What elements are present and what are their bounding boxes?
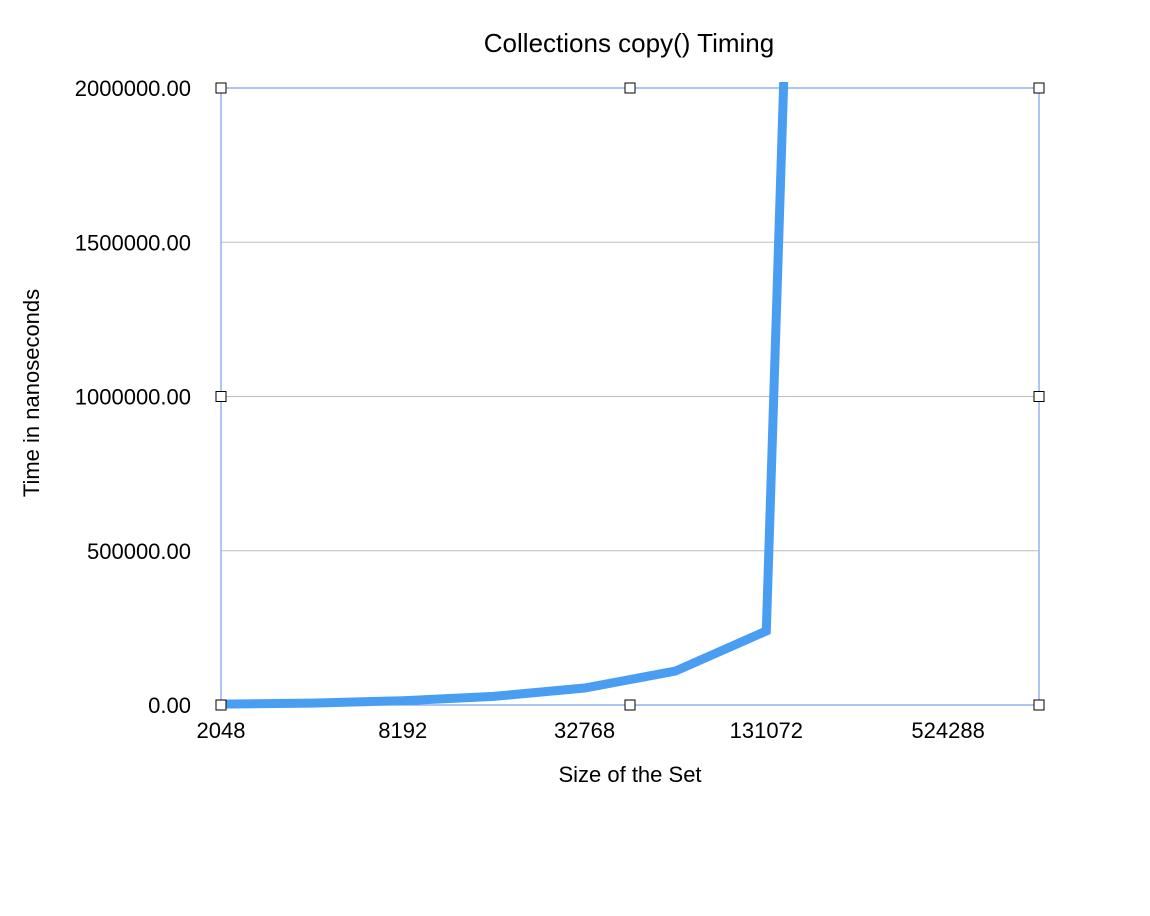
resize-handle-top-right[interactable] xyxy=(1033,82,1045,94)
y-tick-label: 2000000.00 xyxy=(75,76,191,101)
x-axis-label: Size of the Set xyxy=(558,762,701,787)
x-tick-label: 32768 xyxy=(554,718,615,743)
x-tick-label: 524288 xyxy=(911,718,984,743)
x-tick-label: 2048 xyxy=(197,718,246,743)
resize-handle-bottom-center[interactable] xyxy=(624,699,636,711)
y-tick-labels: 0.00 500000.00 1000000.00 1500000.00 2000000… xyxy=(75,76,191,718)
x-tick-label: 8192 xyxy=(378,718,427,743)
resize-handle-bottom-right[interactable] xyxy=(1033,699,1045,711)
gridlines xyxy=(221,87,1039,552)
resize-handle-top-left[interactable] xyxy=(215,82,227,94)
y-tick-label: 500000.00 xyxy=(87,539,191,564)
chart-title: Collections copy() Timing xyxy=(484,28,774,58)
y-tick-label: 1000000.00 xyxy=(75,385,191,410)
x-tick-labels: 2048 8192 32768 131072 524288 xyxy=(197,718,985,743)
y-tick-label: 0.00 xyxy=(148,693,191,718)
resize-handle-middle-left[interactable] xyxy=(215,391,227,402)
series-line xyxy=(221,82,789,709)
series-lines xyxy=(221,82,789,709)
resize-handle-top-center[interactable] xyxy=(624,82,636,94)
x-tick-label: 131072 xyxy=(730,718,803,743)
resize-handle-middle-right[interactable] xyxy=(1033,391,1045,402)
y-tick-label: 1500000.00 xyxy=(75,230,191,255)
selection-handles[interactable] xyxy=(215,82,1045,711)
y-axis-label: Time in nanoseconds xyxy=(19,289,44,497)
resize-handle-bottom-left[interactable] xyxy=(215,699,227,711)
